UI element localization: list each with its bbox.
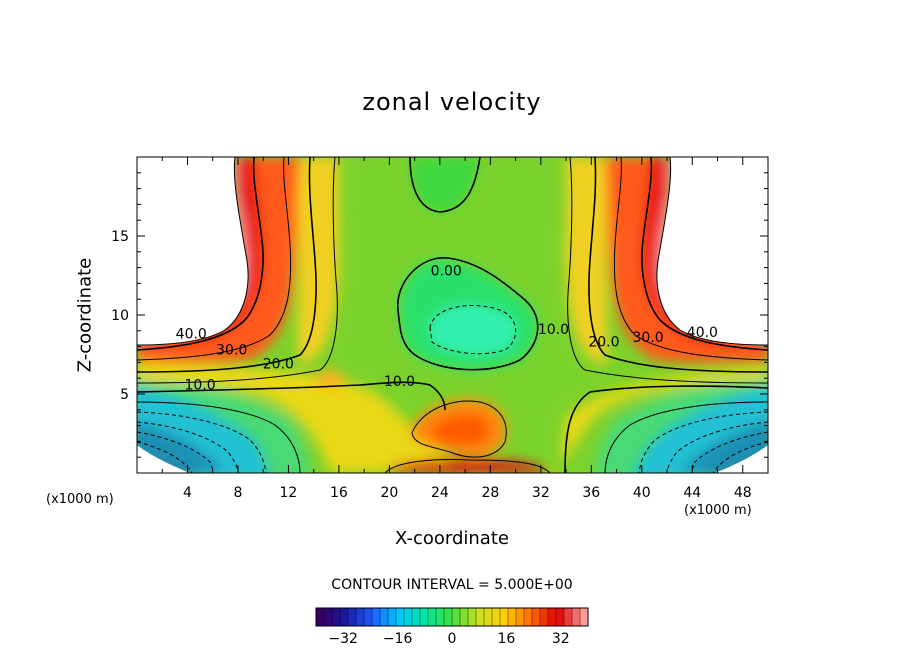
colorbar-tick-label: 0 (448, 631, 457, 647)
x-tick-label: 28 (481, 485, 499, 501)
colorbar-cell (540, 608, 549, 626)
colorbar: −32 −16 0 16 32 (315, 607, 589, 647)
colorbar-cell (356, 608, 365, 626)
colorbar-cell (580, 608, 589, 626)
colorbar-tick-label: 32 (552, 631, 570, 647)
blank-region-floor-left (137, 445, 190, 473)
colorbar-cell (484, 608, 493, 626)
contour-label: 20.0 (263, 357, 294, 373)
x-unit-label-right: (x1000 m) (684, 503, 752, 518)
colorbar-cell (340, 608, 349, 626)
chart-title: zonal velocity (362, 88, 542, 116)
blank-region-right (656, 157, 768, 345)
y-tick-label: 5 (120, 387, 129, 403)
colorbar-cell (556, 608, 565, 626)
colorbar-cell (532, 608, 541, 626)
colorbar-cell (348, 608, 357, 626)
colorbar-cell (476, 608, 485, 626)
blank-region-floor-right (715, 445, 768, 473)
blank-region-left (137, 157, 249, 345)
x-tick-label: 12 (280, 485, 298, 501)
x-tick-label: 48 (734, 485, 752, 501)
colorbar-cell (332, 608, 341, 626)
contour-field (137, 157, 768, 473)
colorbar-cell (524, 608, 533, 626)
x-tick-label: 44 (683, 485, 701, 501)
x-tick-label: 8 (233, 485, 242, 501)
y-tick-label: 10 (111, 308, 129, 324)
contour-label: 40.0 (687, 325, 718, 341)
colorbar-cell (372, 608, 381, 626)
x-tick-label: 32 (532, 485, 550, 501)
colorbar-cell (444, 608, 453, 626)
colorbar-cell (388, 608, 397, 626)
x-tick-label: 4 (183, 485, 192, 501)
contour-label: 10.0 (384, 374, 415, 390)
colorbar-cell (316, 608, 325, 626)
colorbar-cell (492, 608, 501, 626)
colorbar-cell (428, 608, 437, 626)
colorbar-cell (564, 608, 573, 626)
contour-label: 30.0 (633, 330, 664, 346)
x-tick-label: 16 (330, 485, 348, 501)
contour-label: 10.0 (185, 377, 216, 393)
colorbar-cell (516, 608, 525, 626)
yellow-band (137, 362, 768, 473)
colorbar-cell (396, 608, 405, 626)
y-axis-ticks: 5 10 15 (111, 172, 768, 458)
contour-label: 10.0 (538, 322, 569, 338)
colorbar-cell (380, 608, 389, 626)
contour-label: 40.0 (176, 327, 207, 343)
colorbar-cell (412, 608, 421, 626)
colorbar-cell (572, 608, 581, 626)
x-tick-label: 36 (582, 485, 600, 501)
colorbar-tick-label: 16 (497, 631, 515, 647)
x-unit-label-left: (x1000 m) (46, 492, 114, 507)
colorbar-tick-label: −16 (383, 631, 413, 647)
colorbar-tick-label: −32 (328, 631, 358, 647)
y-tick-label: 15 (111, 229, 129, 245)
x-tick-label: 20 (380, 485, 398, 501)
colorbar-cell (324, 608, 333, 626)
colorbar-cell (468, 608, 477, 626)
colorbar-frame (315, 607, 589, 627)
colorbar-cell (460, 608, 469, 626)
x-axis-ticks: 4 8 12 16 20 24 28 32 36 40 44 48 (161, 157, 752, 501)
colorbar-cell (508, 608, 517, 626)
contour-label: 20.0 (588, 335, 619, 351)
colorbar-cell (364, 608, 373, 626)
colorbar-cell (452, 608, 461, 626)
colorbar-cell (436, 608, 445, 626)
contour-label: 30.0 (216, 343, 247, 359)
x-axis-label: X-coordinate (395, 528, 509, 549)
x-tick-label: 40 (633, 485, 651, 501)
colorbar-cell (548, 608, 557, 626)
colorbar-cell (420, 608, 429, 626)
contour-interval-label: CONTOUR INTERVAL = 5.000E+00 (331, 577, 573, 593)
contour-labels: 40.0 30.0 20.0 10.0 10.0 0.00 10.0 20.0 30.0 40.0 (176, 264, 718, 394)
contour-label: 0.00 (431, 264, 462, 280)
colorbar-cell (500, 608, 509, 626)
colorbar-cell (404, 608, 413, 626)
x-tick-label: 24 (431, 485, 449, 501)
y-axis-label: Z-coordinate (74, 257, 96, 373)
